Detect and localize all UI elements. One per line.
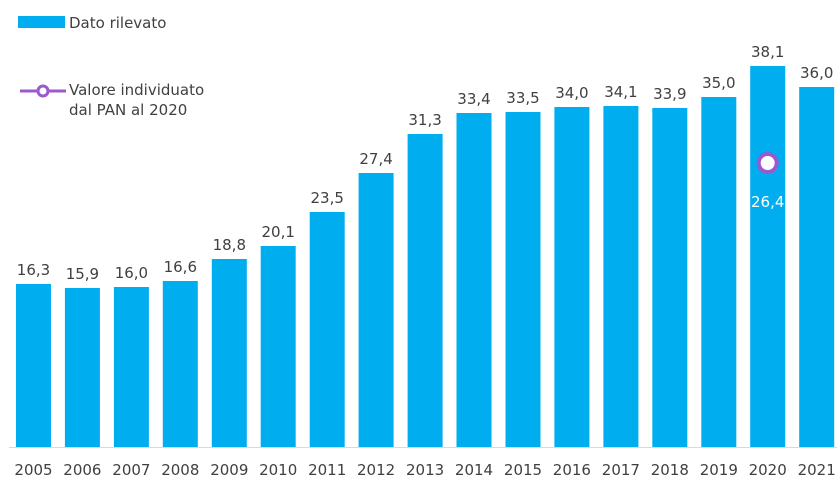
legend-label-dato-rilevato: Dato rilevato [69, 14, 166, 32]
x-tick-label-2020: 2020 [749, 461, 787, 479]
value-label-2016: 34,0 [555, 84, 588, 102]
x-axis-tick-labels: 2005 2006 2007 2008 2009 2010 2011 2012 2013 2014… [14, 461, 835, 479]
legend-label-pan: Valore individuato dal PAN al 2020 [69, 81, 209, 119]
bar-2019 [701, 97, 737, 447]
bar-2005 [16, 284, 51, 447]
x-tick-label-2009: 2009 [210, 461, 248, 479]
x-tick-label-2018: 2018 [651, 461, 689, 479]
x-tick-label-2015: 2015 [504, 461, 542, 479]
value-label-2010: 20,1 [261, 223, 294, 241]
x-tick-label-2016: 2016 [553, 461, 591, 479]
value-label-2009: 18,8 [213, 236, 246, 254]
value-label-2015: 33,5 [506, 89, 539, 107]
target-point-marker-2020 [756, 152, 779, 174]
legend-label-pan-line-1: Valore individuato [69, 81, 204, 99]
bar-2007 [113, 287, 149, 447]
bar-2016 [554, 107, 590, 447]
legend: Dato rilevato Valore individuato dal PAN… [18, 14, 209, 119]
value-label-2008: 16,6 [164, 258, 197, 276]
bar-2018 [652, 108, 688, 447]
x-tick-label-2008: 2008 [161, 461, 199, 479]
bar-2014 [456, 113, 492, 447]
value-label-2006: 15,9 [66, 265, 99, 283]
x-tick-label-2019: 2019 [700, 461, 738, 479]
bar-2017 [603, 106, 639, 447]
target-point-layer: 26,4 [751, 152, 784, 211]
legend-label-pan-line-2: dal PAN al 2020 [69, 101, 187, 119]
value-label-2021: 36,0 [800, 64, 833, 82]
value-labels-layer: 16,3 15,9 16,0 16,6 18,8 20,1 23,5 27,4 31,3 33,4… [17, 43, 834, 283]
x-tick-label-2010: 2010 [259, 461, 297, 479]
value-label-2012: 27,4 [359, 150, 392, 168]
bar-2008 [162, 281, 198, 447]
bar-2020 [750, 66, 786, 447]
value-label-2020: 38,1 [751, 43, 784, 61]
bar-2010 [260, 246, 296, 447]
x-tick-label-2013: 2013 [406, 461, 444, 479]
bar-2013 [407, 134, 443, 447]
legend-marker-pan [36, 84, 50, 98]
value-label-2019: 35,0 [702, 74, 735, 92]
value-label-2011: 23,5 [310, 189, 343, 207]
x-tick-label-2012: 2012 [357, 461, 395, 479]
legend-swatch-dato-rilevato [18, 16, 65, 28]
value-label-2017: 34,1 [604, 83, 637, 101]
target-point-label-2020: 26,4 [751, 193, 784, 211]
value-label-2018: 33,9 [653, 85, 686, 103]
bar-2006 [64, 288, 100, 447]
bar-2009 [211, 259, 247, 447]
x-tick-label-2007: 2007 [112, 461, 150, 479]
bar-2012 [358, 173, 394, 447]
x-tick-label-2017: 2017 [602, 461, 640, 479]
x-tick-label-2011: 2011 [308, 461, 346, 479]
value-label-2005: 16,3 [17, 261, 50, 279]
x-tick-label-2005: 2005 [14, 461, 52, 479]
value-label-2007: 16,0 [115, 264, 148, 282]
bar-2015 [505, 112, 541, 447]
x-tick-label-2021: 2021 [798, 461, 836, 479]
bar-2011 [309, 212, 345, 447]
x-tick-label-2014: 2014 [455, 461, 493, 479]
bars-layer [16, 66, 835, 447]
x-tick-label-2006: 2006 [63, 461, 101, 479]
value-label-2013: 31,3 [408, 111, 441, 129]
bar-2021 [799, 87, 835, 447]
value-label-2014: 33,4 [457, 90, 490, 108]
